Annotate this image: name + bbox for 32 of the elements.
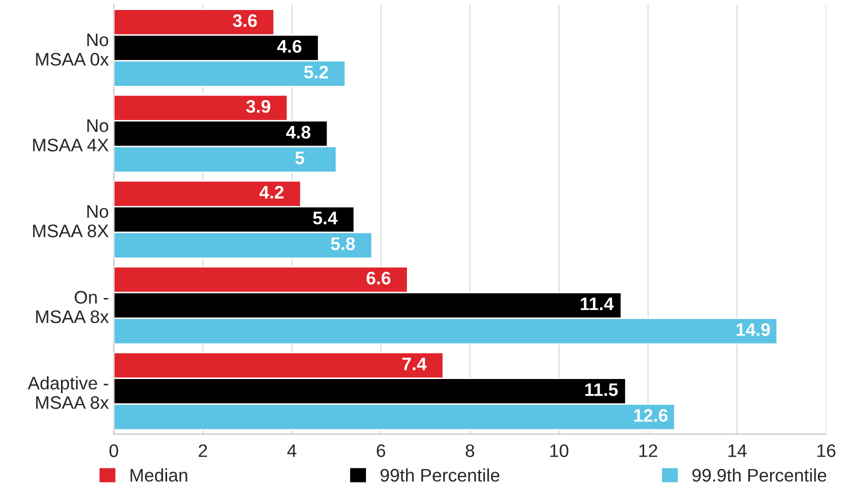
data-label: 5.8	[330, 237, 355, 250]
data-label: 4.8	[286, 126, 310, 139]
x-tick-label: 12	[639, 444, 658, 457]
data-label: 7.4	[402, 358, 427, 370]
x-tick-label: 4	[287, 444, 296, 457]
y-tick-label: No MSAA 0x	[36, 34, 109, 66]
x-tick-label: 10	[550, 444, 568, 458]
x-tick-label: 14	[728, 444, 747, 457]
data-label: 11.4	[580, 298, 614, 310]
x-tick-label: 8	[466, 444, 474, 458]
data-label: 4.6	[277, 40, 302, 53]
legend-label: 99th Percentile	[380, 468, 500, 482]
data-label: 4.2	[259, 186, 284, 198]
data-label: 14.9	[736, 323, 770, 336]
x-tick-label: 2	[198, 444, 207, 457]
x-tick-label: 16	[817, 444, 836, 458]
x-tick-label: 6	[376, 444, 386, 458]
data-label: 5.4	[313, 212, 338, 224]
data-label: 3.6	[232, 14, 257, 28]
data-label: 11.5	[585, 383, 618, 396]
y-tick-label: No MSAA 8X	[33, 205, 109, 238]
y-tick-label: Adaptive - MSAA 8x	[28, 376, 109, 409]
y-tick-label: On - MSAA 8x	[36, 290, 109, 324]
data-label: 5	[295, 152, 304, 164]
x-tick-label: 0	[109, 444, 118, 458]
data-label: 6.6	[366, 272, 390, 284]
data-label: 12.6	[634, 409, 668, 422]
y-tick-label: No MSAA 4X	[33, 119, 109, 152]
data-label: 3.9	[246, 100, 270, 113]
legend-label: Median	[130, 468, 188, 482]
legend-label: 99.9th Percentile	[692, 468, 826, 482]
data-label: 5.2	[304, 66, 328, 78]
